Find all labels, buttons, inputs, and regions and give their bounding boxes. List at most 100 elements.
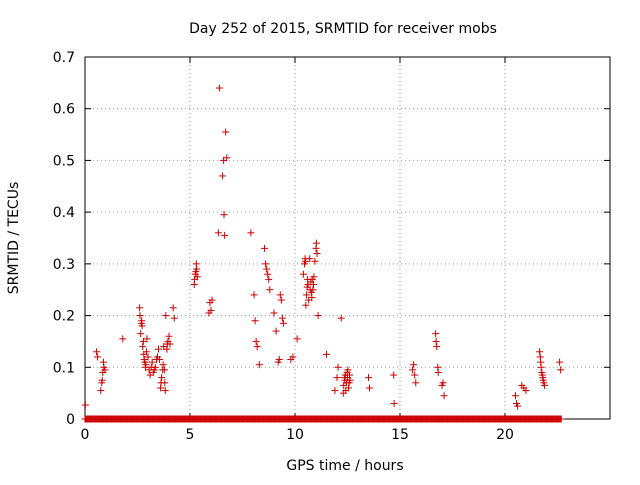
y-tick-label: 0 (66, 412, 75, 428)
data-point (302, 257, 309, 265)
data-point (265, 275, 273, 283)
data-point (279, 319, 287, 327)
data-point (151, 363, 159, 371)
data-point (522, 387, 530, 395)
data-point (142, 361, 150, 369)
data-point (148, 358, 156, 366)
data-point (557, 366, 565, 374)
data-point (439, 379, 447, 387)
x-axis-label: GPS time / hours (286, 458, 403, 474)
data-point (222, 128, 230, 136)
data-point (223, 154, 231, 162)
grid-layer (85, 57, 610, 419)
data-point-baseline (557, 415, 565, 423)
data-point (313, 250, 321, 258)
x-tick-label: 10 (286, 427, 304, 443)
y-tick-label: 0.4 (53, 205, 75, 221)
data-point (93, 348, 101, 356)
data-point (556, 358, 564, 366)
data-point (303, 291, 311, 299)
data-point (119, 335, 127, 343)
data-point (314, 312, 322, 320)
data-point (345, 384, 353, 392)
y-tick-label: 0.1 (53, 360, 75, 376)
data-point (309, 281, 317, 289)
data-point (410, 361, 418, 369)
data-point (250, 291, 258, 299)
data-point (264, 270, 272, 278)
data-point (299, 270, 307, 278)
data-point (81, 401, 89, 409)
data-point (366, 384, 374, 392)
data-point (193, 273, 201, 281)
data-point (344, 366, 352, 374)
data-point (144, 353, 152, 361)
data-point (156, 356, 164, 364)
data-point (251, 317, 259, 325)
data-point (214, 229, 222, 237)
data-point (266, 286, 274, 294)
data-point (293, 335, 301, 343)
data-point (289, 353, 297, 361)
data-point (170, 314, 178, 322)
chart-title: Day 252 of 2015, SRMTID for receiver mob… (189, 21, 497, 37)
data-point (311, 257, 319, 265)
y-tick-label: 0.6 (53, 102, 75, 118)
x-tick-label: 15 (391, 427, 409, 443)
data-point (161, 387, 169, 395)
data-point (139, 337, 147, 345)
data-point (207, 306, 215, 314)
data-point (160, 366, 168, 374)
y-tick-label: 0.5 (53, 153, 75, 169)
data-point (309, 286, 317, 294)
data-point (536, 348, 544, 356)
data-point (138, 322, 146, 330)
data-point (390, 371, 398, 379)
data-point (97, 387, 105, 395)
data-point (215, 84, 223, 92)
data-point (308, 293, 316, 301)
data-point (158, 374, 166, 382)
data-point (94, 353, 102, 361)
data-point (432, 337, 440, 345)
data-point (208, 296, 216, 304)
data-point (540, 381, 548, 389)
data-point (514, 402, 522, 410)
data-point (220, 211, 228, 219)
y-tick-label: 0.3 (53, 257, 75, 273)
data-point (331, 387, 339, 395)
data-point (98, 376, 106, 384)
data-point (333, 374, 341, 382)
data-point (162, 312, 170, 320)
data-point (136, 312, 144, 320)
data-point (334, 363, 342, 371)
data-point (537, 363, 545, 371)
data-point (432, 330, 440, 338)
data-point (159, 361, 167, 369)
data-point (136, 304, 144, 312)
data-point (139, 343, 147, 351)
data-point (310, 273, 318, 281)
data-point (247, 229, 255, 237)
data-point (161, 379, 169, 387)
data-point (365, 374, 372, 382)
data-point (412, 379, 420, 387)
data-point (165, 332, 173, 340)
data-point (433, 343, 441, 351)
x-tick-label: 5 (186, 427, 195, 443)
x-tick-label: 0 (81, 427, 90, 443)
y-tick-label: 0.2 (53, 309, 75, 325)
data-point (252, 337, 260, 345)
data-point (434, 368, 442, 376)
y-tick-label: 0.7 (53, 50, 75, 66)
data-point (346, 376, 354, 384)
x-tick-label: 20 (496, 427, 514, 443)
data-points (81, 84, 565, 423)
data-point (306, 255, 314, 263)
data-point (337, 314, 345, 322)
data-point (276, 291, 284, 299)
y-axis-label: SRMTID / TECUs (6, 182, 22, 295)
data-point (221, 231, 229, 239)
